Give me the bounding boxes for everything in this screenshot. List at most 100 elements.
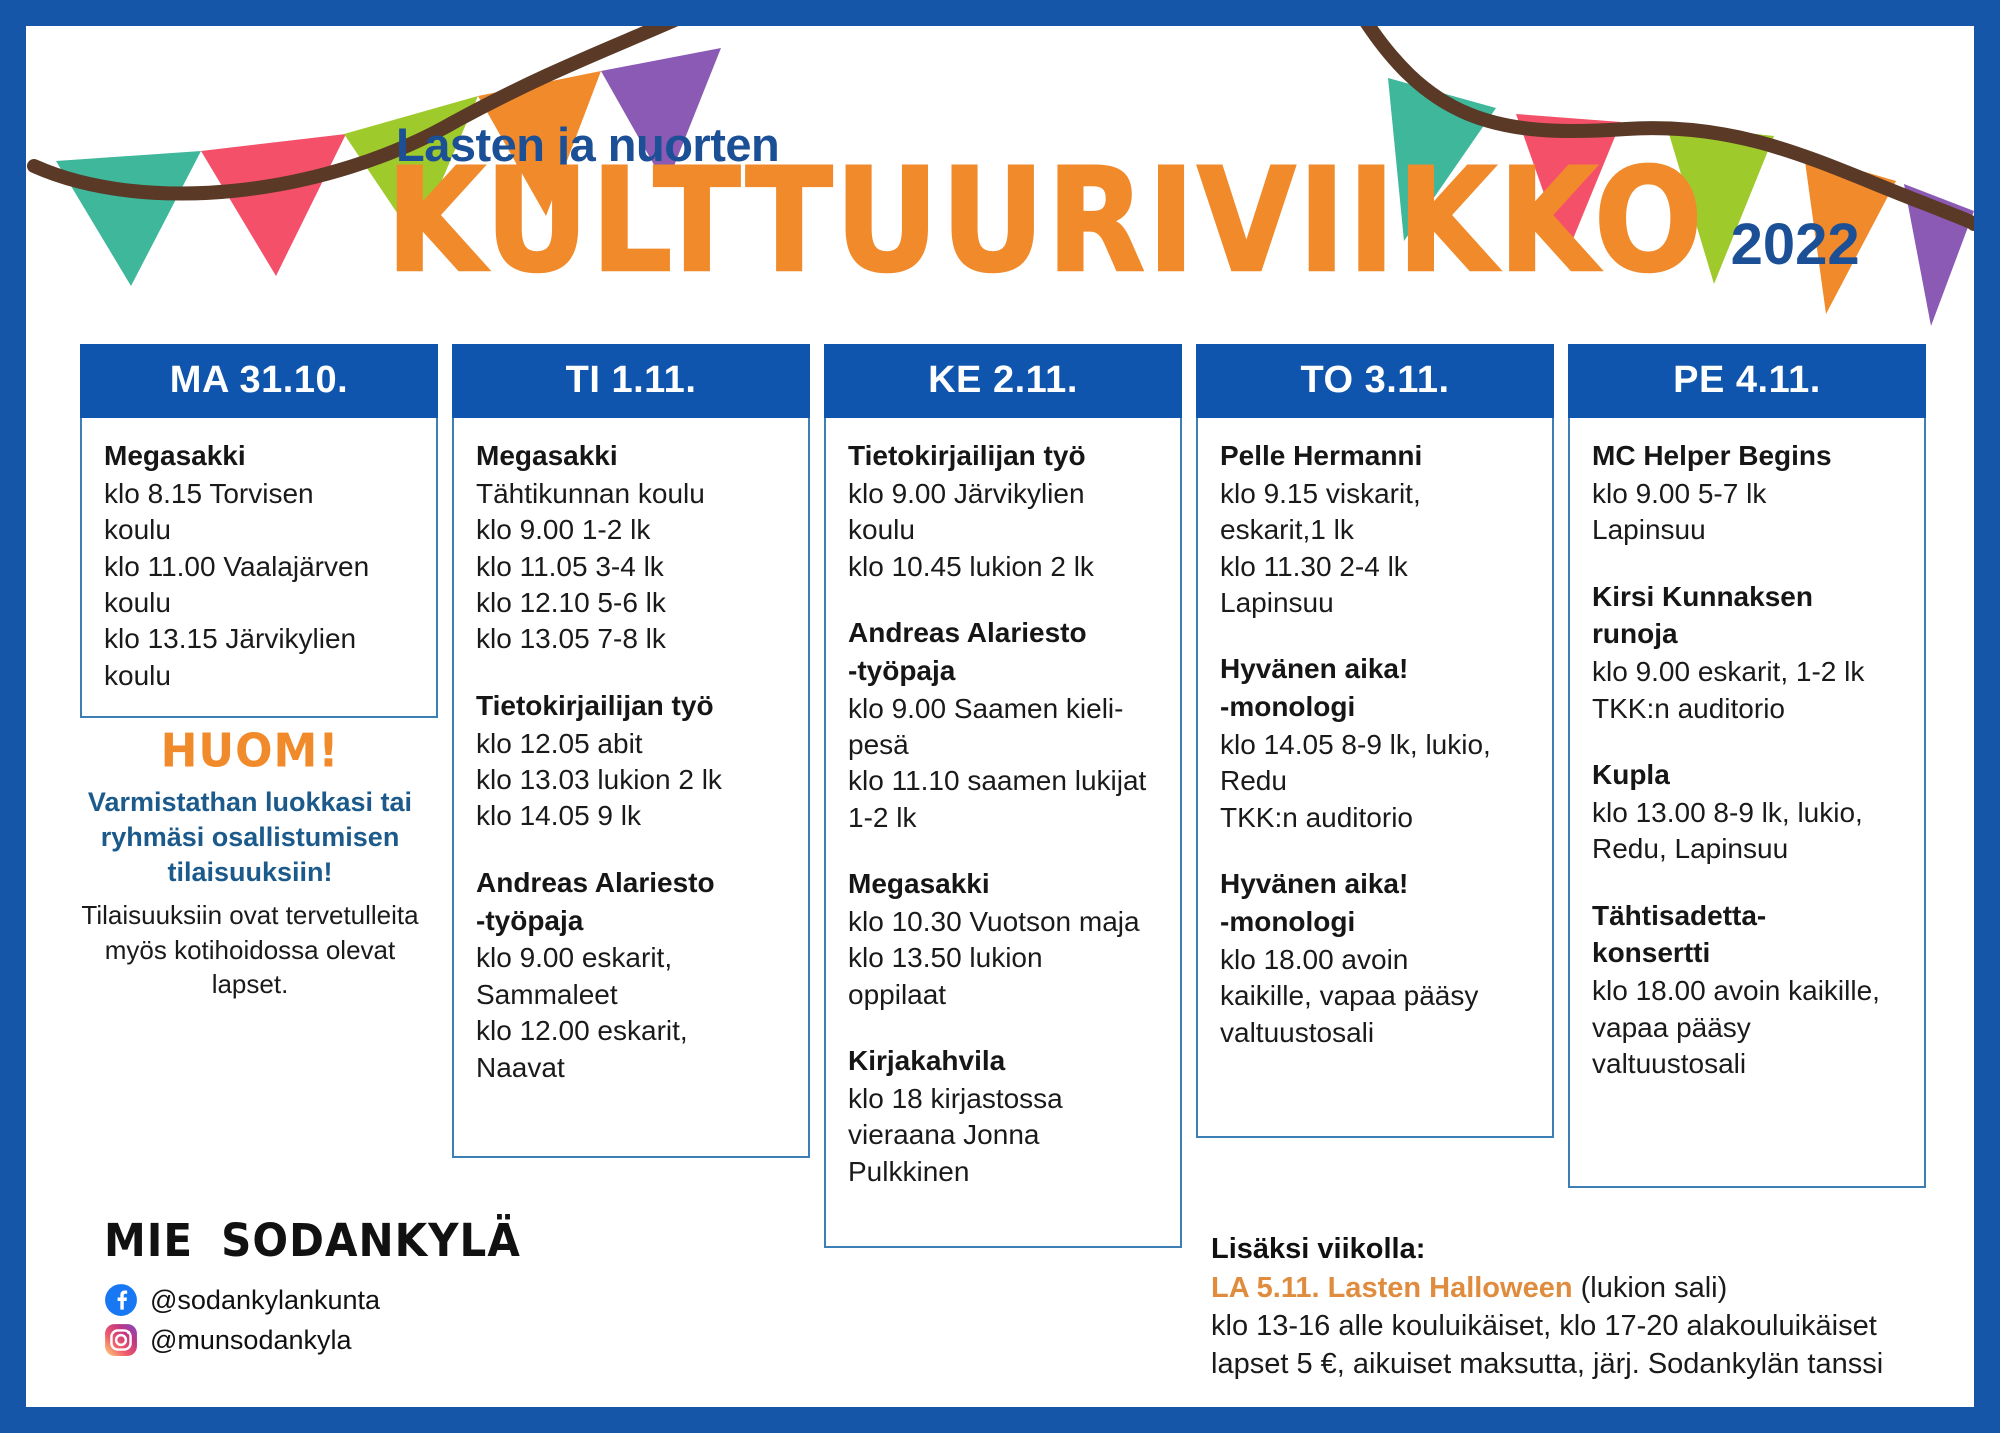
- day-events: MC Helper Begins klo 9.00 5-7 lk Lapinsuu K…: [1568, 418, 1926, 1188]
- event-detail-line: pesä: [848, 729, 909, 761]
- event-title: konsertti: [1592, 937, 1711, 969]
- logo-word-sodankyla: SODANKYLÄ: [221, 1213, 521, 1267]
- bunting-decoration: [27, 26, 1974, 326]
- event-title: Megasakki: [848, 868, 990, 900]
- event-item: Hyvänen aika! -monologi klo 14.05 8-9 lk, …: [1220, 651, 1530, 836]
- day-events: Pelle Hermanni klo 9.15 viskarit, eskarit,…: [1196, 418, 1554, 1138]
- event-title: Megasakki: [104, 440, 246, 471]
- event-detail-line: klo 12.10 5-6 lk: [476, 587, 666, 618]
- event-title: Tietokirjailijan työ: [476, 689, 714, 721]
- event-detail-line: Redu, Lapinsuu: [1592, 833, 1789, 865]
- event-detail-line: klo 14.05 9 lk: [476, 800, 641, 832]
- event-detail-line: valtuustosali: [1220, 1016, 1375, 1048]
- extra-info-block: Lisäksi viikolla: LA 5.11. Lasten Hallow…: [1211, 1231, 1971, 1383]
- event-detail-line: klo 14.05 8-9 lk, lukio,: [1220, 729, 1491, 761]
- event-title: -monologi: [1220, 691, 1356, 723]
- event-detail-line: Sammaleet: [476, 978, 618, 1010]
- event-detail-line: TKK:n auditorio: [1220, 801, 1413, 833]
- event-item: Kirsi Kunnaksen runoja klo 9.00 eskarit, 1…: [1592, 579, 1902, 727]
- event-detail-line: klo 11.05 3-4 lk: [476, 550, 664, 582]
- event-title: Hyvänen aika!: [1220, 868, 1409, 900]
- event-item: Andreas Alariesto -työpaja klo 9.00 eskari…: [476, 865, 786, 1086]
- event-title: Andreas Alariesto: [848, 617, 1087, 648]
- event-detail-line: koulu: [104, 587, 171, 618]
- event-title: Hyvänen aika!: [1220, 653, 1409, 685]
- event-detail-line: oppilaat: [848, 978, 947, 1010]
- event-detail-line: klo 9.00 eskarit,: [476, 942, 673, 974]
- instagram-icon[interactable]: [104, 1323, 138, 1357]
- facebook-icon[interactable]: [104, 1283, 138, 1317]
- day-header: PE 4.11.: [1568, 344, 1926, 418]
- day-column: PE 4.11. MC Helper Begins klo 9.00 5-7 lk L…: [1568, 344, 1926, 1188]
- event-detail-line: klo 13.05 7-8 lk: [476, 623, 666, 655]
- event-detail-line: klo 18.00 avoin kaikille,: [1592, 975, 1880, 1007]
- event-item: Megasakki klo 8.15 Torvisen koulu klo 11.00…: [104, 438, 414, 694]
- day-column: TO 3.11. Pelle Hermanni klo 9.15 viskarit,…: [1196, 344, 1554, 1138]
- day-header: MA 31.10.: [80, 344, 438, 418]
- poster-header: Lasten ja nuorten KULTTUURIVIIKKO 2022: [26, 26, 1974, 336]
- instagram-handle[interactable]: @munsodankyla: [150, 1324, 352, 1355]
- event-detail-line: klo 11.10 saamen lukijat: [848, 765, 1147, 797]
- event-title: Kirjakahvila: [848, 1045, 1006, 1077]
- event-detail-line: klo 9.00 1-2 lk: [476, 514, 651, 546]
- event-detail-line: kaikille, vapaa pääsy: [1220, 980, 1479, 1012]
- extra-highlight-rest: (lukion sali): [1572, 1272, 1728, 1305]
- event-title: runoja: [1592, 618, 1678, 650]
- event-title: -työpaja: [848, 654, 956, 686]
- event-title: -monologi: [1220, 906, 1356, 938]
- poster-year: 2022: [1730, 211, 1860, 277]
- event-detail-line: Redu: [1220, 765, 1287, 797]
- event-detail-line: vieraana Jonna: [848, 1119, 1040, 1151]
- event-detail-line: klo 13.00 8-9 lk, lukio,: [1592, 796, 1863, 828]
- day-header: TI 1.11.: [452, 344, 810, 418]
- brand-block: MIE SODANKYLÄ @sodankylankunta: [104, 1211, 520, 1363]
- event-detail-line: klo 9.00 5-7 lk: [1592, 477, 1767, 509]
- event-detail-line: TKK:n auditorio: [1592, 692, 1785, 724]
- event-detail-line: koulu: [104, 514, 171, 546]
- event-detail-line: klo 18 kirjastossa: [848, 1083, 1063, 1115]
- event-detail-line: klo 10.45 lukion 2 lk: [848, 550, 1094, 582]
- extra-line-3: lapset 5 €, aikuiset maksutta, järj. Sod…: [1211, 1347, 1884, 1380]
- event-item: Pelle Hermanni klo 9.15 viskarit, eskarit,…: [1220, 438, 1530, 621]
- extra-highlight-line: LA 5.11. Lasten Halloween (lukion sali): [1211, 1270, 1971, 1308]
- event-detail-line: klo 9.15 viskarit,: [1220, 477, 1421, 509]
- event-detail-line: klo 13.15 Järvikylien: [104, 623, 357, 655]
- day-header: KE 2.11.: [824, 344, 1182, 418]
- day-column: KE 2.11. Tietokirjailijan työ klo 9.00 Jär…: [824, 344, 1182, 1248]
- mie-love-sodankyla-logo: MIE SODANKYLÄ: [104, 1211, 520, 1269]
- event-detail-line: klo 13.50 lukion: [848, 942, 1043, 974]
- event-detail-line: klo 18.00 avoin: [1220, 943, 1409, 975]
- event-detail-line: vapaa pääsy: [1592, 1011, 1751, 1043]
- event-item: MC Helper Begins klo 9.00 5-7 lk Lapinsuu: [1592, 438, 1902, 549]
- event-item: Kupla klo 13.00 8-9 lk, lukio, Redu, Lapin…: [1592, 757, 1902, 868]
- event-item: Tietokirjailijan työ klo 9.00 Järvikylien…: [848, 438, 1158, 585]
- event-item: Andreas Alariesto -työpaja klo 9.00 Saamen…: [848, 615, 1158, 836]
- note-block: HUOM! Varmistathan luokkasi tai ryhmäsi …: [80, 724, 420, 1001]
- event-detail-line: klo 10.30 Vuotson maja: [848, 906, 1140, 938]
- facebook-handle[interactable]: @sodankylankunta: [150, 1284, 381, 1315]
- event-detail-line: klo 13.03 lukion 2 lk: [476, 764, 722, 795]
- poster-canvas: Lasten ja nuorten KULTTUURIVIIKKO 2022 M…: [26, 26, 1974, 1407]
- title-block: Lasten ja nuorten KULTTUURIVIIKKO 2022: [385, 118, 1860, 294]
- event-detail-line: koulu: [848, 514, 915, 546]
- poster-kicker: Lasten ja nuorten: [396, 118, 780, 171]
- event-detail-line: Pulkkinen: [848, 1155, 970, 1187]
- extra-line-2: klo 13-16 alle kouluikäiset, klo 17-20 a…: [1211, 1309, 1877, 1342]
- facebook-row[interactable]: @sodankylankunta: [104, 1283, 504, 1317]
- event-detail-line: Lapinsuu: [1220, 587, 1334, 618]
- event-item: Tietokirjailijan työ klo 12.05 abit klo 13…: [476, 688, 786, 835]
- day-column: TI 1.11. Megasakki Tähtikunnan koulu klo 9.…: [452, 344, 810, 1158]
- event-detail-line: 1-2 lk: [848, 801, 917, 833]
- event-detail-line: klo 11.30 2-4 lk: [1220, 550, 1408, 582]
- extra-heading: Lisäksi viikolla:: [1211, 1233, 1426, 1265]
- event-title: Andreas Alariesto: [476, 866, 715, 898]
- event-detail-line: klo 9.00 Saamen kieli-: [848, 692, 1124, 724]
- note-heading: HUOM!: [160, 724, 340, 779]
- day-column: MA 31.10. Megasakki klo 8.15 Torvisen koulu…: [80, 344, 438, 719]
- note-plain-text: Tilaisuuksiin ovat tervetulleita myös ko…: [81, 900, 419, 999]
- event-item: Tähtisadetta-konsertti klo 18.00 avoin ka…: [1592, 898, 1902, 1083]
- instagram-row[interactable]: @munsodankyla: [104, 1323, 504, 1357]
- event-detail-line: klo 11.00 Vaalajärven: [104, 550, 370, 582]
- event-item: Megasakki klo 10.30 Vuotson maja klo 13.50…: [848, 866, 1158, 1013]
- day-events: Megasakki Tähtikunnan koulu klo 9.00 1-2 l…: [452, 418, 810, 1158]
